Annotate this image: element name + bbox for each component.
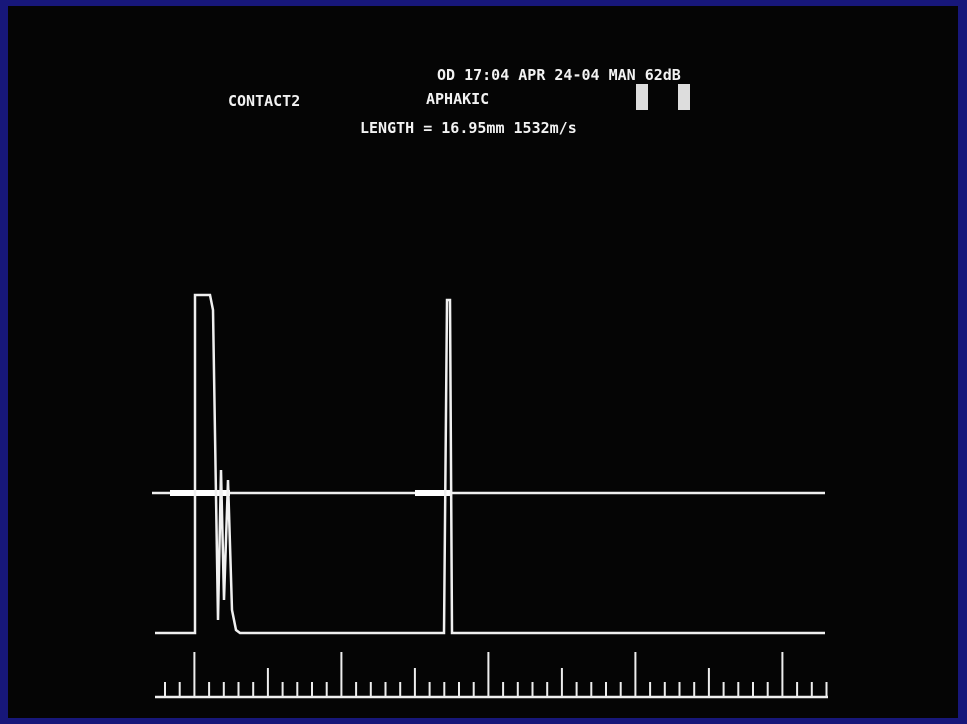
- indicator-box: [636, 84, 648, 110]
- scanner-screen: OD 17:04 APR 24-04 MAN 62dB CONTACT2 APH…: [0, 0, 967, 724]
- display: [8, 6, 958, 718]
- mode-label: CONTACT2: [228, 92, 300, 110]
- lens-label: APHAKIC: [426, 90, 489, 108]
- indicator-box: [678, 84, 690, 110]
- measurement-label: LENGTH = 16.95mm 1532m/s: [360, 119, 577, 137]
- status-line: OD 17:04 APR 24-04 MAN 62dB: [437, 66, 681, 84]
